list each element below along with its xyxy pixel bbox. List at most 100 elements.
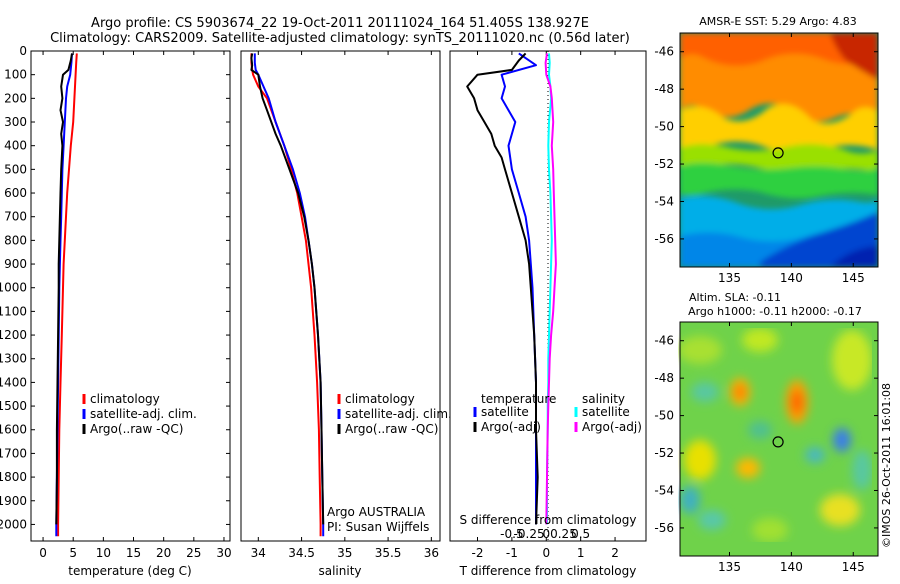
sla-argo-location-marker (772, 436, 784, 448)
salinity-difference-tick-label: -0.25 (514, 527, 545, 541)
depth-tick-label: 500 (4, 162, 27, 176)
legend-label-satellite: satellite-adj. clim. (345, 407, 452, 421)
temperature-panel: 0100200300400500600700800900100011001200… (0, 44, 646, 578)
salinity-axes-box (240, 50, 441, 542)
sst-heatmap-field (680, 33, 878, 267)
salinity-x-tick-label: 35 (337, 546, 352, 560)
map-lon-tick-label: 140 (780, 271, 803, 285)
sla-map-axes: 135 140 145 -46 -48 -50 -52 -54 -56 (654, 322, 878, 574)
map-lat-tick-label: -48 (654, 371, 674, 385)
difference-x-tick-label: 2 (611, 546, 619, 560)
sla-map-frame (679, 321, 879, 557)
map-lat-tick-label: -50 (654, 120, 674, 134)
temperature-x-tick-label: 30 (216, 546, 231, 560)
depth-tick-label: 600 (4, 186, 27, 200)
difference-panel: -2 -1 0 1 2 -0.5-0.250 0.250.5 S difference f… (449, 50, 647, 578)
legend-label-climatology: climatology (90, 392, 160, 406)
temperature-xlabel: temperature (deg C) (68, 564, 191, 578)
map-lat-tick-label: -54 (654, 194, 674, 208)
temperature-x-tick-label: 25 (186, 546, 201, 560)
temperature-x-tick-label: 5 (69, 546, 77, 560)
map-lat-tick-label: -56 (654, 521, 674, 535)
map-lat-tick-label: -56 (654, 232, 674, 246)
sst-map-panel: AMSR-E SST: 5.29 Argo: 4.83 135 140 145 -46… (654, 15, 879, 285)
depth-tick-label: 1300 (0, 352, 27, 366)
salinity-x-axis: 34 34.5 35 35.5 36 (251, 51, 439, 560)
depth-tick-label: 700 (4, 210, 27, 224)
legend-label-satellite: satellite-adj. clim. (90, 407, 197, 421)
legend-title-salinity: salinity (582, 392, 625, 406)
depth-tick-label: 1500 (0, 399, 27, 413)
salinity-difference-label: S difference from climatology (460, 513, 637, 527)
temperature-x-axis: 0 5 10 15 20 25 30 (39, 51, 232, 560)
legend-label-climatology: climatology (345, 392, 415, 406)
map-lat-tick-label: -46 (654, 334, 674, 348)
series-line-argo-raw-qc- (250, 53, 325, 525)
difference-x-tick-label: -1 (506, 546, 518, 560)
depth-tick-label: 1900 (0, 494, 27, 508)
depth-tick-label: 400 (4, 139, 27, 153)
legend-label-t-satellite: satellite (481, 405, 529, 419)
salinity-x-tick-label: 36 (424, 546, 439, 560)
sla-heatmap-field (678, 322, 878, 556)
depth-tick-label: 200 (4, 91, 27, 105)
difference-x-axis: -2 -1 0 1 2 (472, 51, 619, 560)
salinity-difference-tick-label: 0 (542, 527, 550, 541)
difference-x-tick-label: -2 (472, 546, 484, 560)
salinity-x-tick-label: 34 (251, 546, 266, 560)
float-program-annotation: Argo AUSTRALIA (327, 505, 426, 519)
figure-title-line1: Argo profile: CS 5903674_22 19-Oct-2011 … (91, 16, 589, 31)
depth-tick-label: 100 (4, 68, 27, 82)
temperature-x-tick-label: 10 (96, 546, 111, 560)
map-lon-tick-label: 145 (842, 271, 865, 285)
salinity-x-tick-label: 35.5 (375, 546, 402, 560)
depth-tick-label: 800 (4, 233, 27, 247)
float-pi-annotation: PI: Susan Wijffels (327, 520, 429, 534)
temperature-axes-box (30, 50, 231, 542)
temperature-series-lines (55, 53, 78, 537)
difference-x-tick-label: 1 (577, 546, 585, 560)
difference-series-lines (466, 52, 557, 525)
difference-x-tick-label: 0 (542, 546, 550, 560)
temperature-legend: climatology satellite-adj. clim. Argo(..… (82, 392, 197, 436)
map-lat-tick-label: -52 (654, 157, 674, 171)
series-line-climatology (57, 53, 78, 537)
sla-map-title-line1: Altim. SLA: -0.11 (689, 291, 781, 304)
depth-tick-label: 1700 (0, 446, 27, 460)
legend-label-argo: Argo(..raw -QC) (90, 422, 183, 436)
map-lat-tick-label: -52 (654, 446, 674, 460)
depth-tick-label: 1000 (0, 281, 27, 295)
legend-title-temperature: temperature (481, 392, 556, 406)
figure-title-line2: Climatology: CARS2009. Satellite-adjuste… (50, 31, 630, 46)
legend-label-s-satellite: satellite (582, 405, 630, 419)
salinity-x-tick-label: 34.5 (288, 546, 315, 560)
map-lat-tick-label: -46 (654, 45, 674, 59)
sst-map-frame (679, 32, 879, 268)
temperature-x-tick-label: 20 (156, 546, 171, 560)
map-lon-tick-label: 140 (780, 560, 803, 574)
series-line-argo-adj- (466, 52, 539, 525)
temperature-x-tick-label: 0 (39, 546, 47, 560)
map-lon-tick-label: 135 (718, 271, 741, 285)
depth-tick-label: 2000 (0, 517, 27, 531)
salinity-panel: 34 34.5 35 35.5 36 salinity climatology sate… (240, 50, 452, 578)
map-lat-tick-label: -54 (654, 483, 674, 497)
depth-tick-label: 300 (4, 115, 27, 129)
difference-xlabel: T difference from climatology (459, 564, 637, 578)
sst-map-title: AMSR-E SST: 5.29 Argo: 4.83 (699, 15, 857, 28)
legend-label-t-argo: Argo(-adj) (481, 420, 541, 434)
imos-credit: ©IMOS 26-Oct-2011 16:01:08 (880, 383, 893, 548)
series-line-argo-raw-qc- (55, 53, 73, 525)
temperature-x-tick-label: 15 (126, 546, 141, 560)
map-lon-tick-label: 135 (718, 560, 741, 574)
legend-label-s-argo: Argo(-adj) (582, 420, 642, 434)
difference-legend: temperature satellite Argo(-adj) salinit… (473, 392, 642, 434)
map-lon-tick-label: 145 (842, 560, 865, 574)
map-lat-tick-label: -50 (654, 409, 674, 423)
legend-label-argo: Argo(..raw -QC) (345, 422, 438, 436)
depth-tick-label: 1800 (0, 470, 27, 484)
depth-tick-label: 1200 (0, 328, 27, 342)
series-line-climatology (250, 53, 322, 537)
